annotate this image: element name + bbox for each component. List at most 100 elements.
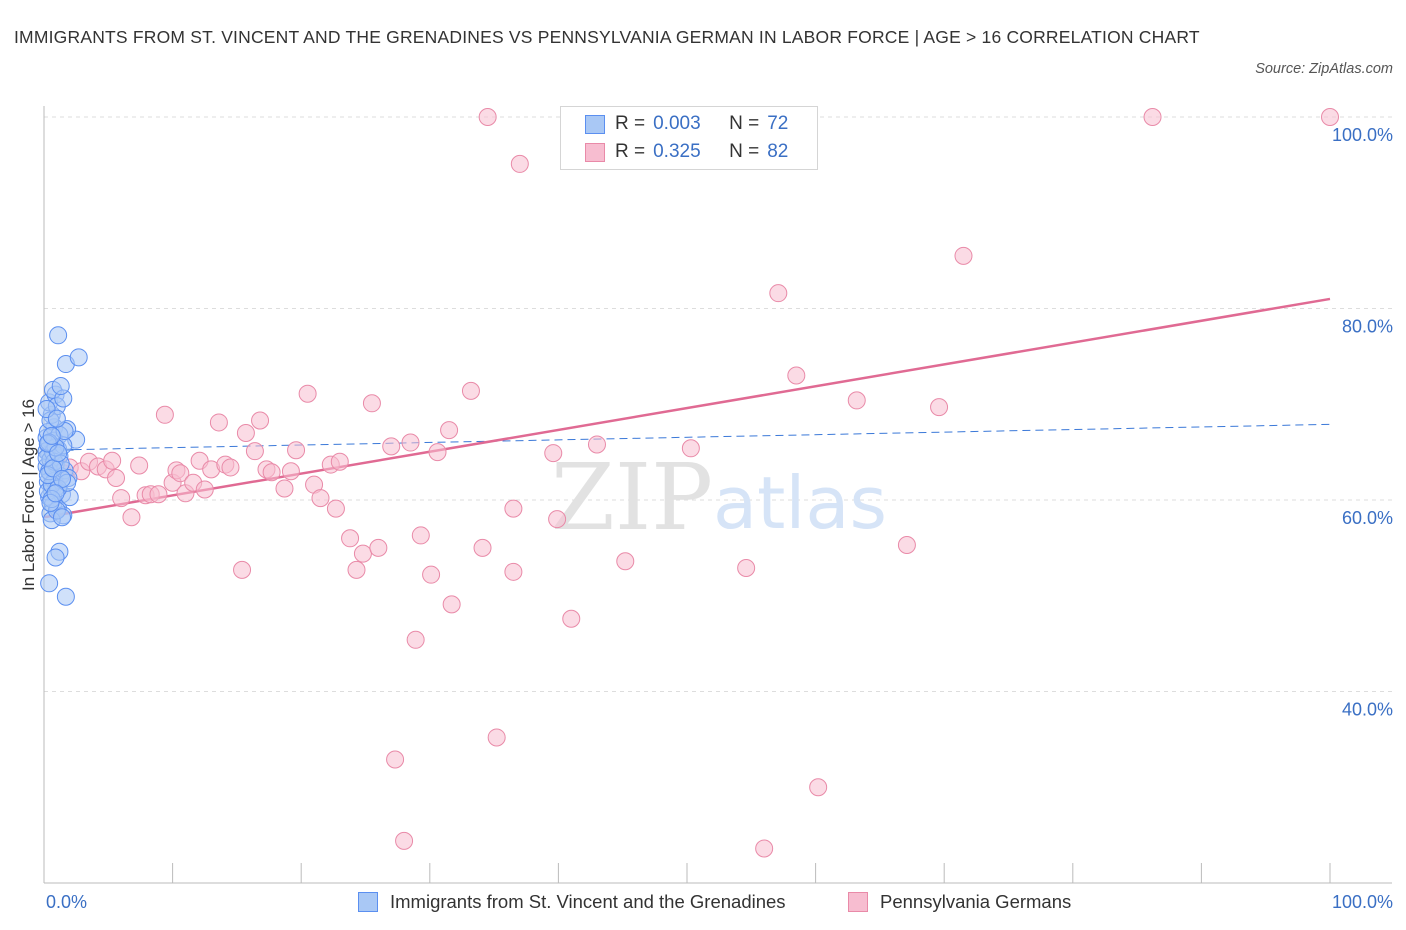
point-pennsylvania-german [428, 443, 447, 462]
point-st-vincent [40, 574, 59, 593]
point-st-vincent [46, 548, 65, 567]
point-pennsylvania-german [487, 728, 506, 747]
y-tick-label: 40.0% [1342, 700, 1393, 720]
point-st-vincent [56, 587, 75, 606]
point-pennsylvania-german [809, 778, 828, 797]
series-name-pink: Pennsylvania Germans [880, 891, 1072, 912]
legend-r-label: R = [615, 113, 646, 134]
legend-n-value: 72 [767, 113, 789, 134]
point-pennsylvania-german [236, 423, 255, 442]
point-pennsylvania-german [353, 544, 372, 563]
point-pennsylvania-german [401, 433, 420, 452]
point-st-vincent [46, 484, 65, 503]
legend-n-value: 82 [767, 141, 789, 162]
trend-line-pink [43, 297, 1331, 519]
y-tick-label: 100.0% [1332, 125, 1393, 145]
point-pennsylvania-german [112, 489, 131, 508]
point-pennsylvania-german [326, 499, 345, 518]
point-pennsylvania-german [122, 508, 141, 527]
point-pennsylvania-german [422, 565, 441, 584]
y-tick-label: 80.0% [1342, 317, 1393, 337]
series-name-blue: Immigrants from St. Vincent and the Gren… [390, 891, 786, 912]
point-pennsylvania-german [504, 499, 523, 518]
point-pennsylvania-german [440, 421, 459, 440]
point-pennsylvania-german [954, 246, 973, 265]
point-pennsylvania-german [330, 452, 349, 471]
point-pennsylvania-german [737, 558, 756, 577]
point-st-vincent [49, 444, 68, 463]
point-st-vincent [47, 409, 66, 428]
point-pennsylvania-german [347, 560, 366, 579]
trend-line-blue-dashed [73, 423, 1331, 451]
legend-row-pink: R = 0.325 N = 82 [585, 139, 788, 165]
point-pennsylvania-german [369, 538, 388, 557]
point-st-vincent [69, 348, 88, 367]
legend-swatch-blue [585, 114, 605, 134]
point-st-vincent [51, 377, 70, 396]
point-pennsylvania-german [587, 435, 606, 454]
point-pennsylvania-german [442, 595, 461, 614]
source-label: Source: ZipAtlas.com [1255, 61, 1393, 77]
y-tick-label: 60.0% [1342, 508, 1393, 528]
point-pennsylvania-german [209, 413, 228, 432]
point-pennsylvania-german [406, 630, 425, 649]
point-pennsylvania-german [341, 529, 360, 548]
point-pennsylvania-german [386, 750, 405, 769]
point-pennsylvania-german [233, 560, 252, 579]
chart-title: IMMIGRANTS FROM ST. VINCENT AND THE GREN… [14, 27, 1200, 47]
watermark: ZIP atlas [551, 444, 887, 551]
legend-n-label: N = [729, 141, 760, 162]
axis-labels: 40.0% 60.0% 80.0% 100.0% 0.0% 100.0% In Labor … [19, 125, 1393, 912]
point-pennsylvania-german [155, 405, 174, 424]
point-pennsylvania-german [510, 154, 529, 173]
point-pennsylvania-german [221, 458, 240, 477]
point-pennsylvania-german [681, 439, 700, 458]
stats-legend: R = 0.003 N = 72 R = 0.325 N = 82 [560, 106, 818, 170]
point-pennsylvania-german [362, 394, 381, 413]
grid-lines [44, 116, 1392, 692]
point-pennsylvania-german [897, 536, 916, 555]
point-pennsylvania-german [262, 463, 281, 482]
point-pennsylvania-german [251, 411, 270, 430]
point-pennsylvania-german [461, 381, 480, 400]
legend-swatch-pink [585, 142, 605, 162]
point-st-vincent [49, 326, 68, 345]
point-pennsylvania-german [478, 108, 497, 126]
series-legend-pink: Pennsylvania Germans [848, 889, 1071, 915]
point-pennsylvania-german [103, 451, 122, 470]
point-pennsylvania-german [1143, 108, 1162, 126]
watermark-zip: ZIP [551, 444, 713, 551]
legend-r-value: 0.003 [653, 113, 701, 134]
point-pennsylvania-german [281, 462, 300, 481]
point-pennsylvania-german [195, 480, 214, 499]
point-st-vincent [42, 426, 61, 445]
legend-r-value: 0.325 [653, 141, 701, 162]
legend-row-blue: R = 0.003 N = 72 [585, 111, 788, 137]
point-pennsylvania-german [1321, 108, 1339, 126]
point-pennsylvania-german [787, 366, 806, 385]
point-pennsylvania-german [149, 485, 168, 504]
point-pennsylvania-german [769, 284, 788, 303]
point-pennsylvania-german [562, 609, 581, 628]
watermark-atlas: atlas [713, 461, 887, 545]
legend-n-label: N = [729, 113, 760, 134]
x-tick-label: 0.0% [46, 892, 87, 912]
point-pennsylvania-german [755, 839, 774, 858]
point-pennsylvania-german [544, 444, 563, 463]
point-pennsylvania-german [245, 442, 264, 461]
point-pennsylvania-german [382, 437, 401, 456]
point-pennsylvania-german [847, 391, 866, 410]
point-pennsylvania-german [411, 526, 430, 545]
point-pennsylvania-german [548, 510, 567, 529]
point-pennsylvania-german [473, 538, 492, 557]
point-pennsylvania-german [298, 384, 317, 403]
point-pennsylvania-german [395, 831, 414, 850]
point-pennsylvania-german [130, 456, 149, 475]
legend-r-label: R = [615, 141, 646, 162]
point-pennsylvania-german [311, 489, 330, 508]
point-pennsylvania-german [107, 468, 126, 487]
series-swatch-pink [848, 892, 868, 912]
point-st-vincent [53, 508, 72, 527]
point-pennsylvania-german [287, 441, 306, 460]
